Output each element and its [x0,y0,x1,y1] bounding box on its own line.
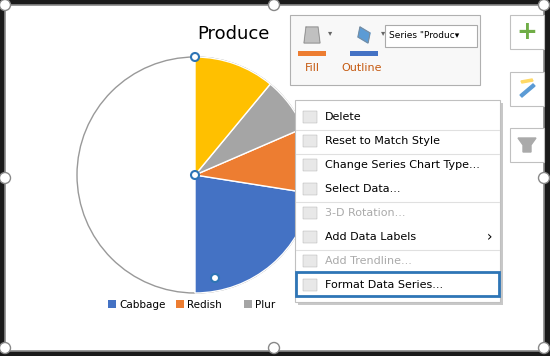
Text: ›: › [487,230,493,244]
Wedge shape [195,128,313,193]
Text: Plur: Plur [255,299,275,309]
Circle shape [0,342,10,354]
FancyBboxPatch shape [303,111,317,123]
FancyBboxPatch shape [295,100,500,302]
FancyBboxPatch shape [303,207,317,219]
Text: Outline: Outline [342,63,382,73]
FancyBboxPatch shape [303,159,317,171]
Circle shape [0,0,10,10]
FancyBboxPatch shape [176,300,184,308]
FancyBboxPatch shape [510,72,544,106]
Text: Produce: Produce [197,25,269,43]
Circle shape [211,274,219,282]
Circle shape [538,0,549,10]
FancyBboxPatch shape [510,15,544,49]
Polygon shape [358,27,370,43]
FancyBboxPatch shape [303,135,317,147]
FancyBboxPatch shape [298,51,326,56]
Text: +: + [516,20,537,44]
Text: Add Trendline...: Add Trendline... [325,256,412,266]
Circle shape [538,173,549,183]
Wedge shape [195,84,303,175]
Circle shape [191,171,199,179]
Text: 3-D Rotation...: 3-D Rotation... [325,208,405,218]
Text: Change Series Chart Type...: Change Series Chart Type... [325,160,480,170]
FancyBboxPatch shape [298,103,503,305]
Circle shape [268,0,279,10]
Circle shape [191,53,199,61]
Text: Add Data Labels: Add Data Labels [325,232,416,242]
FancyBboxPatch shape [510,128,544,162]
Polygon shape [521,79,533,83]
Circle shape [538,342,549,354]
FancyBboxPatch shape [303,183,317,195]
FancyBboxPatch shape [350,51,378,56]
FancyBboxPatch shape [290,15,480,85]
Polygon shape [518,138,536,152]
Text: ▾: ▾ [328,28,332,37]
Text: Reset to Match Style: Reset to Match Style [325,136,440,146]
FancyBboxPatch shape [108,300,116,308]
Wedge shape [195,57,270,175]
FancyBboxPatch shape [303,231,317,243]
FancyBboxPatch shape [303,279,317,291]
Polygon shape [520,84,535,97]
Circle shape [268,342,279,354]
FancyBboxPatch shape [303,255,317,267]
Text: Fill: Fill [305,63,320,73]
FancyBboxPatch shape [385,25,477,47]
Text: Series "Produc▾: Series "Produc▾ [389,31,459,41]
FancyBboxPatch shape [244,300,252,308]
FancyBboxPatch shape [5,5,544,351]
Wedge shape [195,175,311,293]
FancyBboxPatch shape [300,23,328,51]
FancyBboxPatch shape [296,272,499,296]
Text: Select Data...: Select Data... [325,184,400,194]
Text: Delete: Delete [325,112,362,122]
Polygon shape [304,27,320,43]
Text: Cabbage: Cabbage [119,299,166,309]
Circle shape [0,173,10,183]
Text: Redish: Redish [187,299,222,309]
Text: Format Data Series...: Format Data Series... [325,280,443,290]
Text: ▾: ▾ [381,28,385,37]
